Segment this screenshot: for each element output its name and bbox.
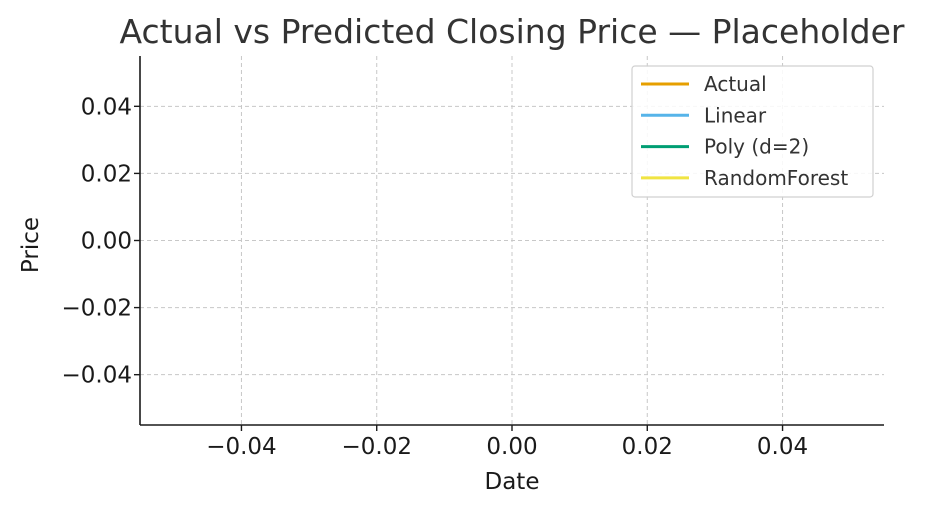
- y-tick-label: −0.02: [62, 296, 132, 322]
- y-tick-label: 0.00: [81, 229, 132, 255]
- y-axis-label: Price: [18, 217, 44, 273]
- x-axis-label: Date: [485, 469, 540, 495]
- y-ticks: 0.04 0.02 0.00 −0.02 −0.04: [62, 94, 140, 389]
- x-tick-label: 0.00: [486, 434, 537, 460]
- legend-label: Linear: [704, 103, 767, 127]
- legend-label: Poly (d=2): [704, 135, 809, 159]
- x-tick-label: −0.04: [206, 434, 276, 460]
- y-tick-label: −0.04: [62, 363, 132, 389]
- legend-label: Actual: [704, 72, 767, 96]
- legend-label: RandomForest: [704, 166, 848, 190]
- x-tick-label: 0.04: [757, 434, 808, 460]
- legend: Actual Linear Poly (d=2) RandomForest: [631, 65, 874, 198]
- x-tick-label: 0.02: [622, 434, 673, 460]
- y-tick-label: 0.02: [81, 161, 132, 187]
- chart-title: Actual vs Predicted Closing Price — Plac…: [120, 12, 905, 51]
- x-tick-label: −0.02: [341, 434, 411, 460]
- legend-box: [631, 65, 874, 198]
- x-ticks: −0.04 −0.02 0.00 0.02 0.04: [206, 425, 808, 460]
- y-tick-label: 0.04: [81, 94, 132, 120]
